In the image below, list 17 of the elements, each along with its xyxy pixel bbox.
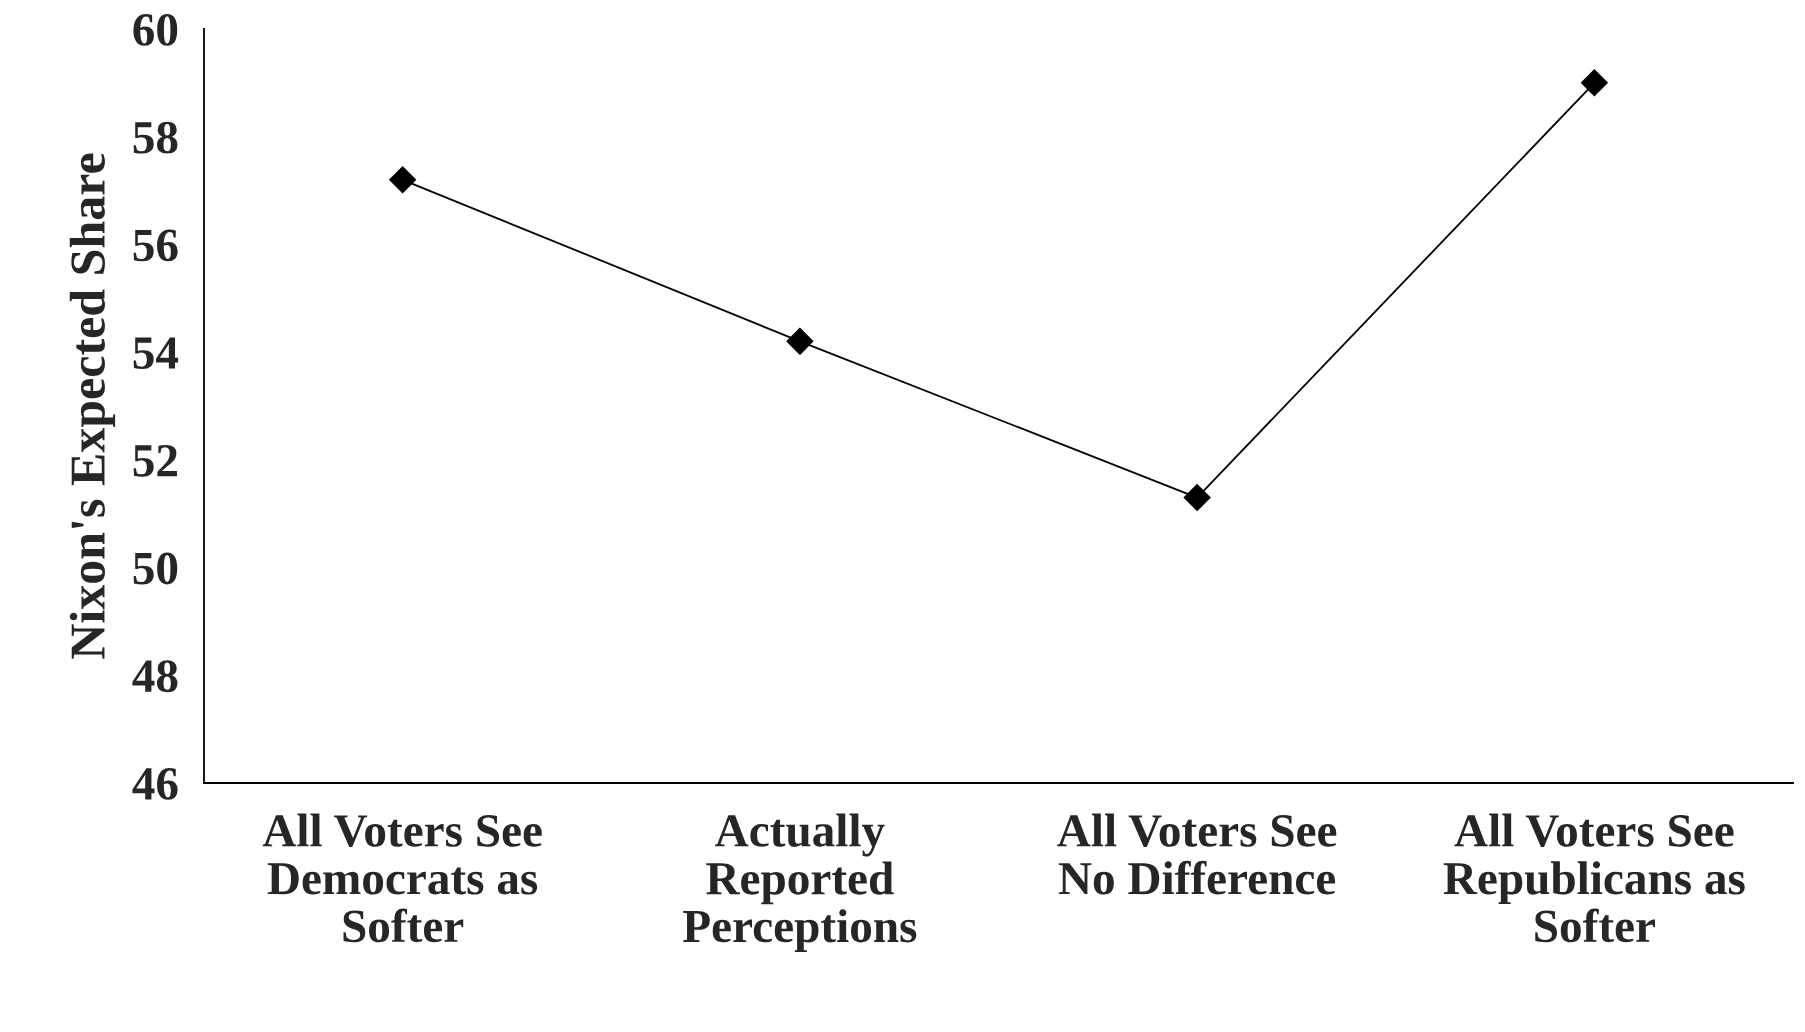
x-tick-label: All Voters See Democrats as Softer (262, 813, 542, 943)
y-tick-label: 54 (133, 337, 179, 369)
y-tick-label: 58 (133, 121, 178, 154)
point (1580, 69, 1608, 97)
point (1183, 484, 1211, 512)
y-tick-label: 48 (132, 660, 178, 693)
point (389, 166, 417, 194)
y-tick-label: 52 (133, 444, 177, 477)
y-tick-label: 56 (133, 229, 178, 262)
y-tick-label: 50 (133, 552, 178, 585)
x-tick-label: Actually Reported Perceptions (683, 813, 917, 952)
x-tick-label: All Voters See Republicans as Softer (1443, 813, 1745, 943)
x-tick-label: All Voters See No Difference (1057, 813, 1337, 895)
point (786, 327, 814, 355)
y-tick-label: 46 (132, 768, 178, 800)
y-tick-label: 60 (133, 13, 178, 46)
y-axis-title: Nixon's Expected Share (69, 153, 116, 659)
